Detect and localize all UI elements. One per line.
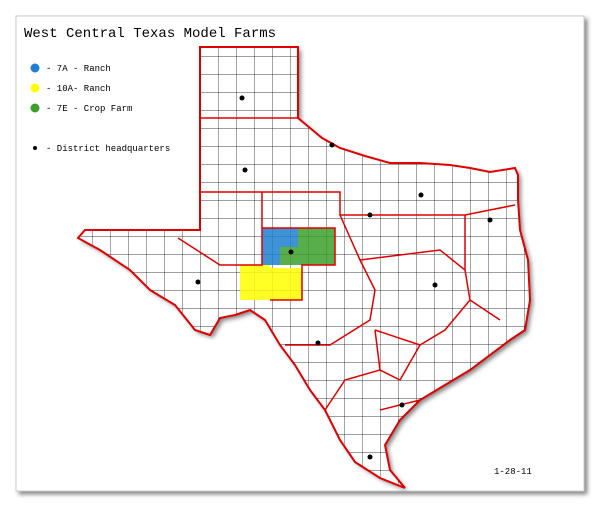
map-title: West Central Texas Model Farms xyxy=(24,26,276,42)
farm-area xyxy=(270,268,302,300)
legend-label: - 10A- Ranch xyxy=(46,84,111,94)
farm-area xyxy=(262,228,298,247)
farm-area xyxy=(240,265,270,300)
legend-dot xyxy=(30,103,40,113)
legend-label: - 7E - Crop Farm xyxy=(46,104,132,114)
farm-area xyxy=(280,247,335,265)
legend-label: - 7A - Ranch xyxy=(46,64,111,74)
farm-area xyxy=(298,228,335,247)
legend: - 7A - Ranch - 10A- Ranch - 7E - Crop Farm… xyxy=(30,63,170,154)
legend-dot xyxy=(30,63,40,73)
hq-dots xyxy=(195,95,493,460)
legend-dot xyxy=(30,83,40,93)
farm-area xyxy=(262,247,280,265)
legend-label: - District headquarters xyxy=(46,144,170,154)
date-label: 1-28-11 xyxy=(494,467,532,477)
legend-dot xyxy=(33,146,37,150)
